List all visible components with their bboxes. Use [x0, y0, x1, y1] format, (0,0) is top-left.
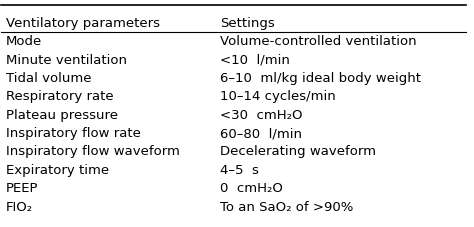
- Text: Tidal volume: Tidal volume: [6, 72, 91, 85]
- Text: FIO₂: FIO₂: [6, 201, 33, 214]
- Text: 6–10  ml/kg ideal body weight: 6–10 ml/kg ideal body weight: [220, 72, 421, 85]
- Text: 0  cmH₂O: 0 cmH₂O: [220, 182, 283, 195]
- Text: To an SaO₂ of >90%: To an SaO₂ of >90%: [220, 201, 353, 214]
- Text: Volume-controlled ventilation: Volume-controlled ventilation: [220, 35, 417, 48]
- Text: Mode: Mode: [6, 35, 42, 48]
- Text: Inspiratory flow rate: Inspiratory flow rate: [6, 127, 141, 140]
- Text: <10  l/min: <10 l/min: [220, 54, 290, 67]
- Text: Plateau pressure: Plateau pressure: [6, 109, 118, 122]
- Text: Inspiratory flow waveform: Inspiratory flow waveform: [6, 146, 180, 158]
- Text: 60–80  l/min: 60–80 l/min: [220, 127, 302, 140]
- Text: Ventilatory parameters: Ventilatory parameters: [6, 17, 160, 30]
- Text: Settings: Settings: [220, 17, 274, 30]
- Text: 10–14 cycles/min: 10–14 cycles/min: [220, 90, 336, 103]
- Text: <30  cmH₂O: <30 cmH₂O: [220, 109, 302, 122]
- Text: 4–5  s: 4–5 s: [220, 164, 259, 177]
- Text: Decelerating waveform: Decelerating waveform: [220, 146, 376, 158]
- Text: Expiratory time: Expiratory time: [6, 164, 109, 177]
- Text: Respiratory rate: Respiratory rate: [6, 90, 114, 103]
- Text: PEEP: PEEP: [6, 182, 38, 195]
- Text: Minute ventilation: Minute ventilation: [6, 54, 127, 67]
